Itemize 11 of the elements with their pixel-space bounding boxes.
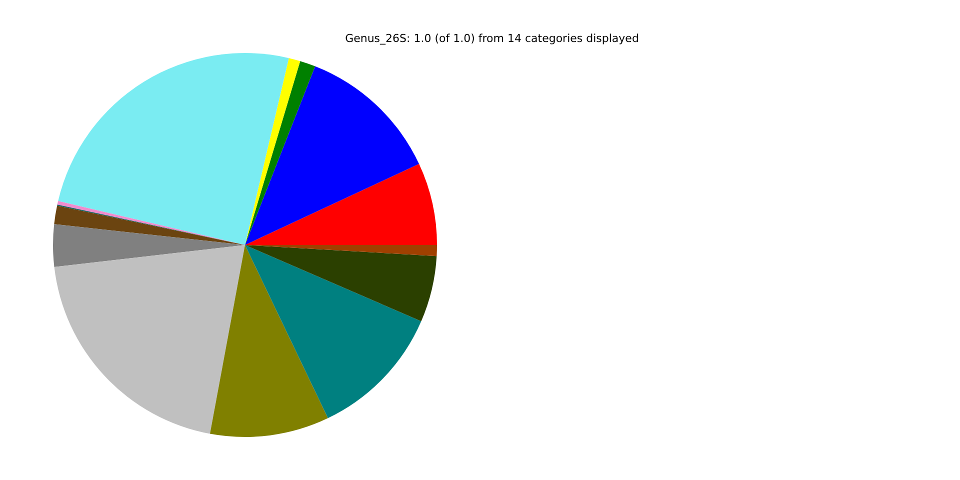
pie-slice	[245, 164, 437, 245]
pie-slice	[53, 224, 245, 268]
pie-slice	[245, 66, 420, 245]
pie-slice	[245, 58, 300, 245]
pie-slice	[210, 245, 328, 437]
text: Genus_26S: 1.0 (of 1.0) from 14 categories displayed	[344, 32, 640, 45]
pie-slice	[245, 61, 316, 245]
pie-slice	[58, 53, 289, 245]
pie-slice	[245, 245, 437, 322]
pie-slice	[245, 245, 422, 418]
pie-slice	[54, 245, 245, 434]
